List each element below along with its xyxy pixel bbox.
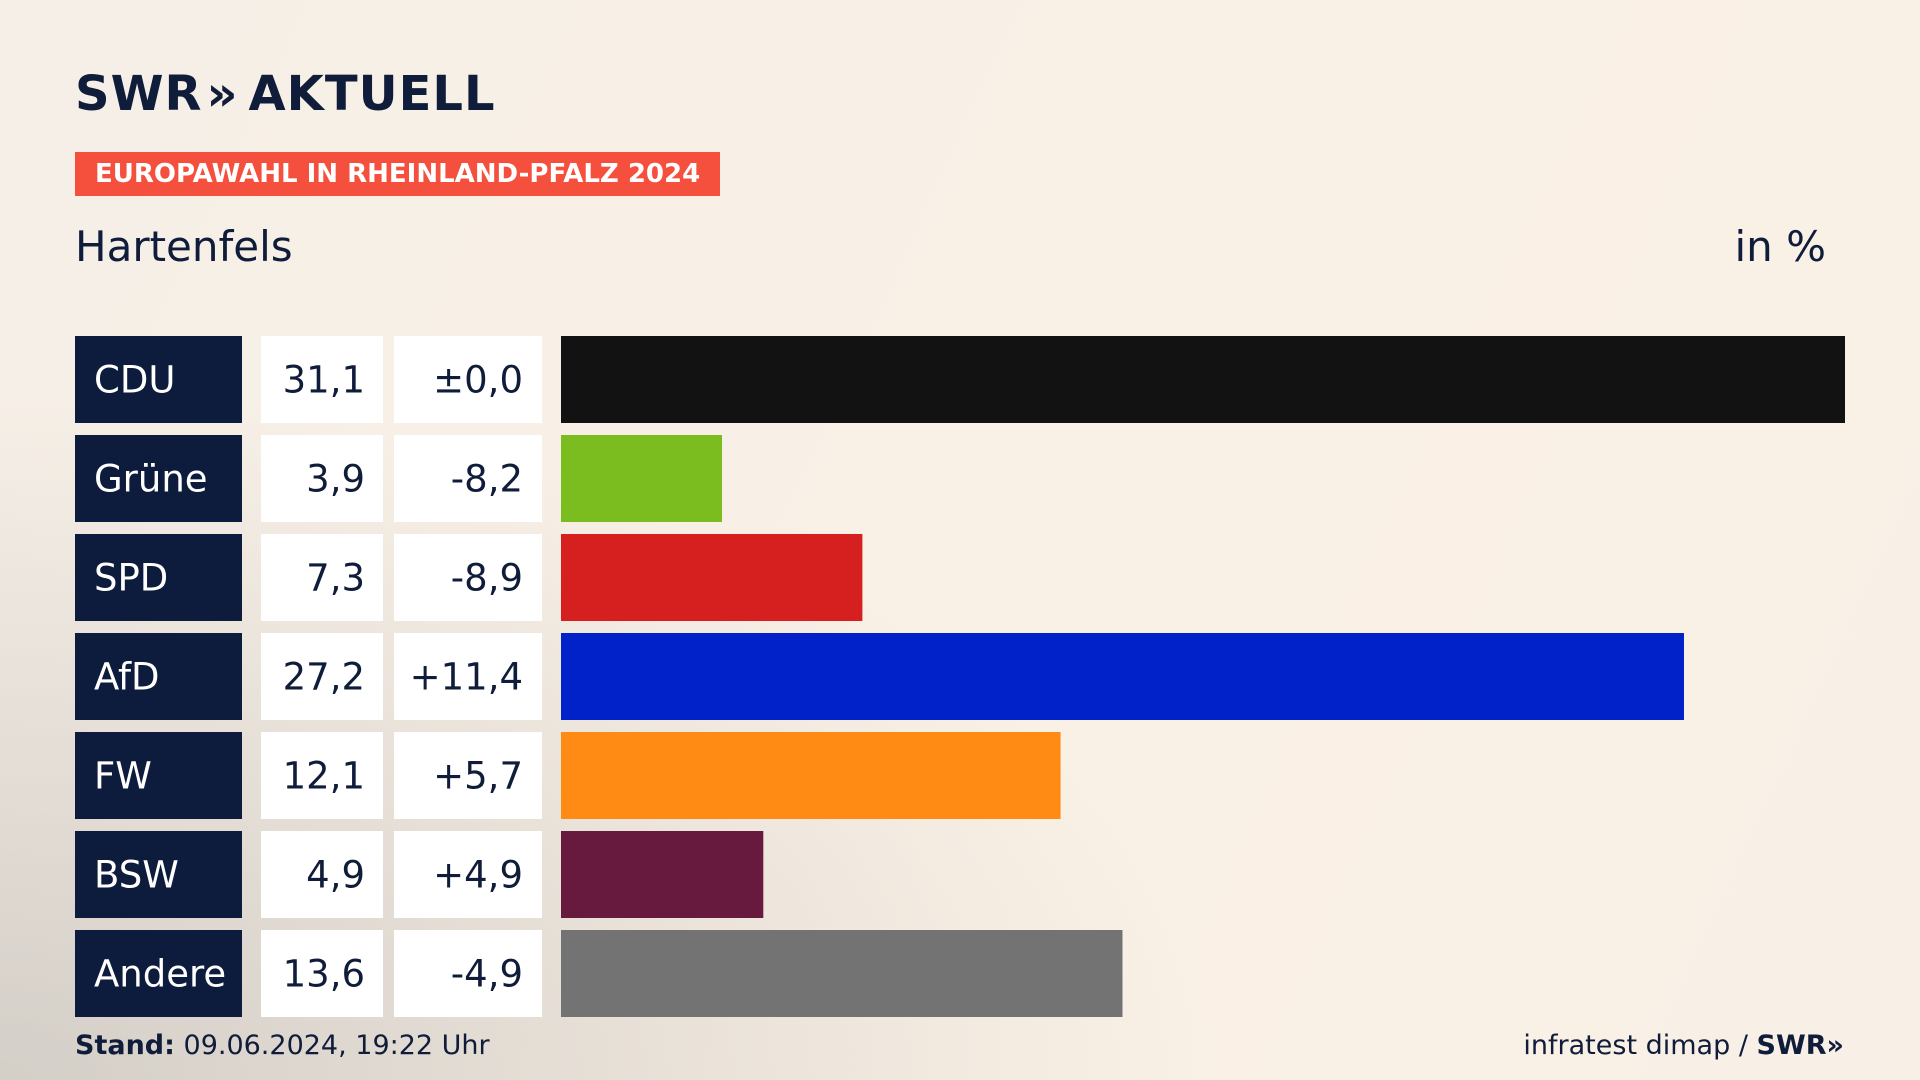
stand-info: Stand: 09.06.2024, 19:22 Uhr [75, 1030, 490, 1061]
party-label: CDU [94, 359, 175, 402]
bar-fw [561, 732, 1061, 819]
change-value: +5,7 [433, 755, 523, 798]
bar-spd [561, 534, 863, 621]
share-cell [261, 534, 383, 621]
change-cell [394, 831, 542, 918]
stand-label: Stand: [75, 1030, 175, 1061]
share-value: 13,6 [283, 953, 365, 996]
logo-chevrons-icon: » [206, 66, 239, 122]
share-value: 7,3 [306, 557, 365, 600]
election-badge: EUROPAWAHL IN RHEINLAND-PFALZ 2024 [75, 152, 721, 196]
change-value: +4,9 [433, 854, 523, 897]
change-cell [394, 930, 542, 1017]
share-value: 4,9 [306, 854, 365, 897]
share-cell [261, 336, 383, 423]
party-label: Grüne [94, 458, 208, 501]
change-value: -4,9 [451, 953, 523, 996]
place-title: Hartenfels [75, 222, 293, 271]
party-cell [75, 534, 242, 621]
share-cell [261, 435, 383, 522]
swr-aktuell-logo: SWR» AKTUELL [75, 66, 496, 122]
logo-aktuell: AKTUELL [248, 66, 496, 122]
source-info: infratest dimap / SWR» [1523, 1030, 1844, 1061]
unit-label: in % [1734, 222, 1826, 271]
logo-swr: SWR [75, 66, 203, 122]
party-cell [75, 930, 242, 1017]
party-label: Andere [94, 953, 226, 996]
change-value: -8,9 [451, 557, 523, 600]
party-cell [75, 831, 242, 918]
party-label: SPD [94, 557, 168, 600]
share-cell [261, 732, 383, 819]
share-value: 3,9 [306, 458, 365, 501]
party-cell [75, 732, 242, 819]
party-label: FW [94, 755, 152, 798]
bar-afd [561, 633, 1684, 720]
share-cell [261, 831, 383, 918]
change-cell [394, 336, 542, 423]
share-cell [261, 633, 383, 720]
change-value: -8,2 [451, 458, 523, 501]
change-cell [394, 732, 542, 819]
bar-andere [561, 930, 1123, 1017]
bar-cdu [561, 336, 1845, 423]
party-label: BSW [94, 854, 179, 897]
bar-grne [561, 435, 723, 522]
share-value: 12,1 [283, 755, 365, 798]
party-cell [75, 633, 242, 720]
change-cell [394, 633, 542, 720]
share-value: 31,1 [283, 359, 365, 402]
change-value: +11,4 [410, 656, 523, 699]
bar-bsw [561, 831, 764, 918]
change-cell [394, 435, 542, 522]
party-cell [75, 336, 242, 423]
party-cell [75, 435, 242, 522]
party-label: AfD [94, 656, 160, 699]
change-cell [394, 534, 542, 621]
source-label: infratest dimap / [1523, 1030, 1748, 1061]
change-value: ±0,0 [433, 359, 523, 402]
share-value: 27,2 [283, 656, 365, 699]
share-cell [261, 930, 383, 1017]
source-brand: SWR» [1756, 1030, 1844, 1061]
stand-value: 09.06.2024, 19:22 Uhr [183, 1030, 490, 1061]
